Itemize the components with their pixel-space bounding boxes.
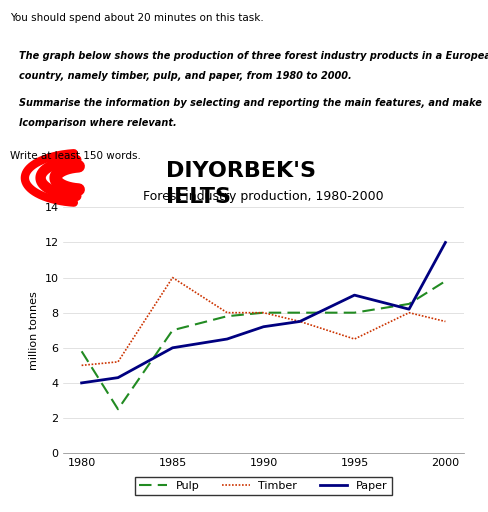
Text: IELTS: IELTS [166,187,231,207]
Text: Write at least 150 words.: Write at least 150 words. [10,151,141,161]
Text: You should spend about 20 minutes on this task.: You should spend about 20 minutes on thi… [10,13,264,23]
Legend: Pulp, Timber, Paper: Pulp, Timber, Paper [135,477,392,496]
Text: country, namely timber, pulp, and paper, from 1980 to 2000.: country, namely timber, pulp, and paper,… [19,71,352,81]
Text: lcomparison where relevant.: lcomparison where relevant. [19,118,177,128]
Text: Summarise the information by selecting and reporting the main features, and make: Summarise the information by selecting a… [19,98,482,108]
Text: The graph below shows the production of three forest industry products in a Euro: The graph below shows the production of … [19,51,488,61]
Text: DIYORBEK'S: DIYORBEK'S [166,161,316,181]
Y-axis label: million tonnes: million tonnes [29,291,39,370]
Title: Forest industry production, 1980-2000: Forest industry production, 1980-2000 [143,190,384,203]
